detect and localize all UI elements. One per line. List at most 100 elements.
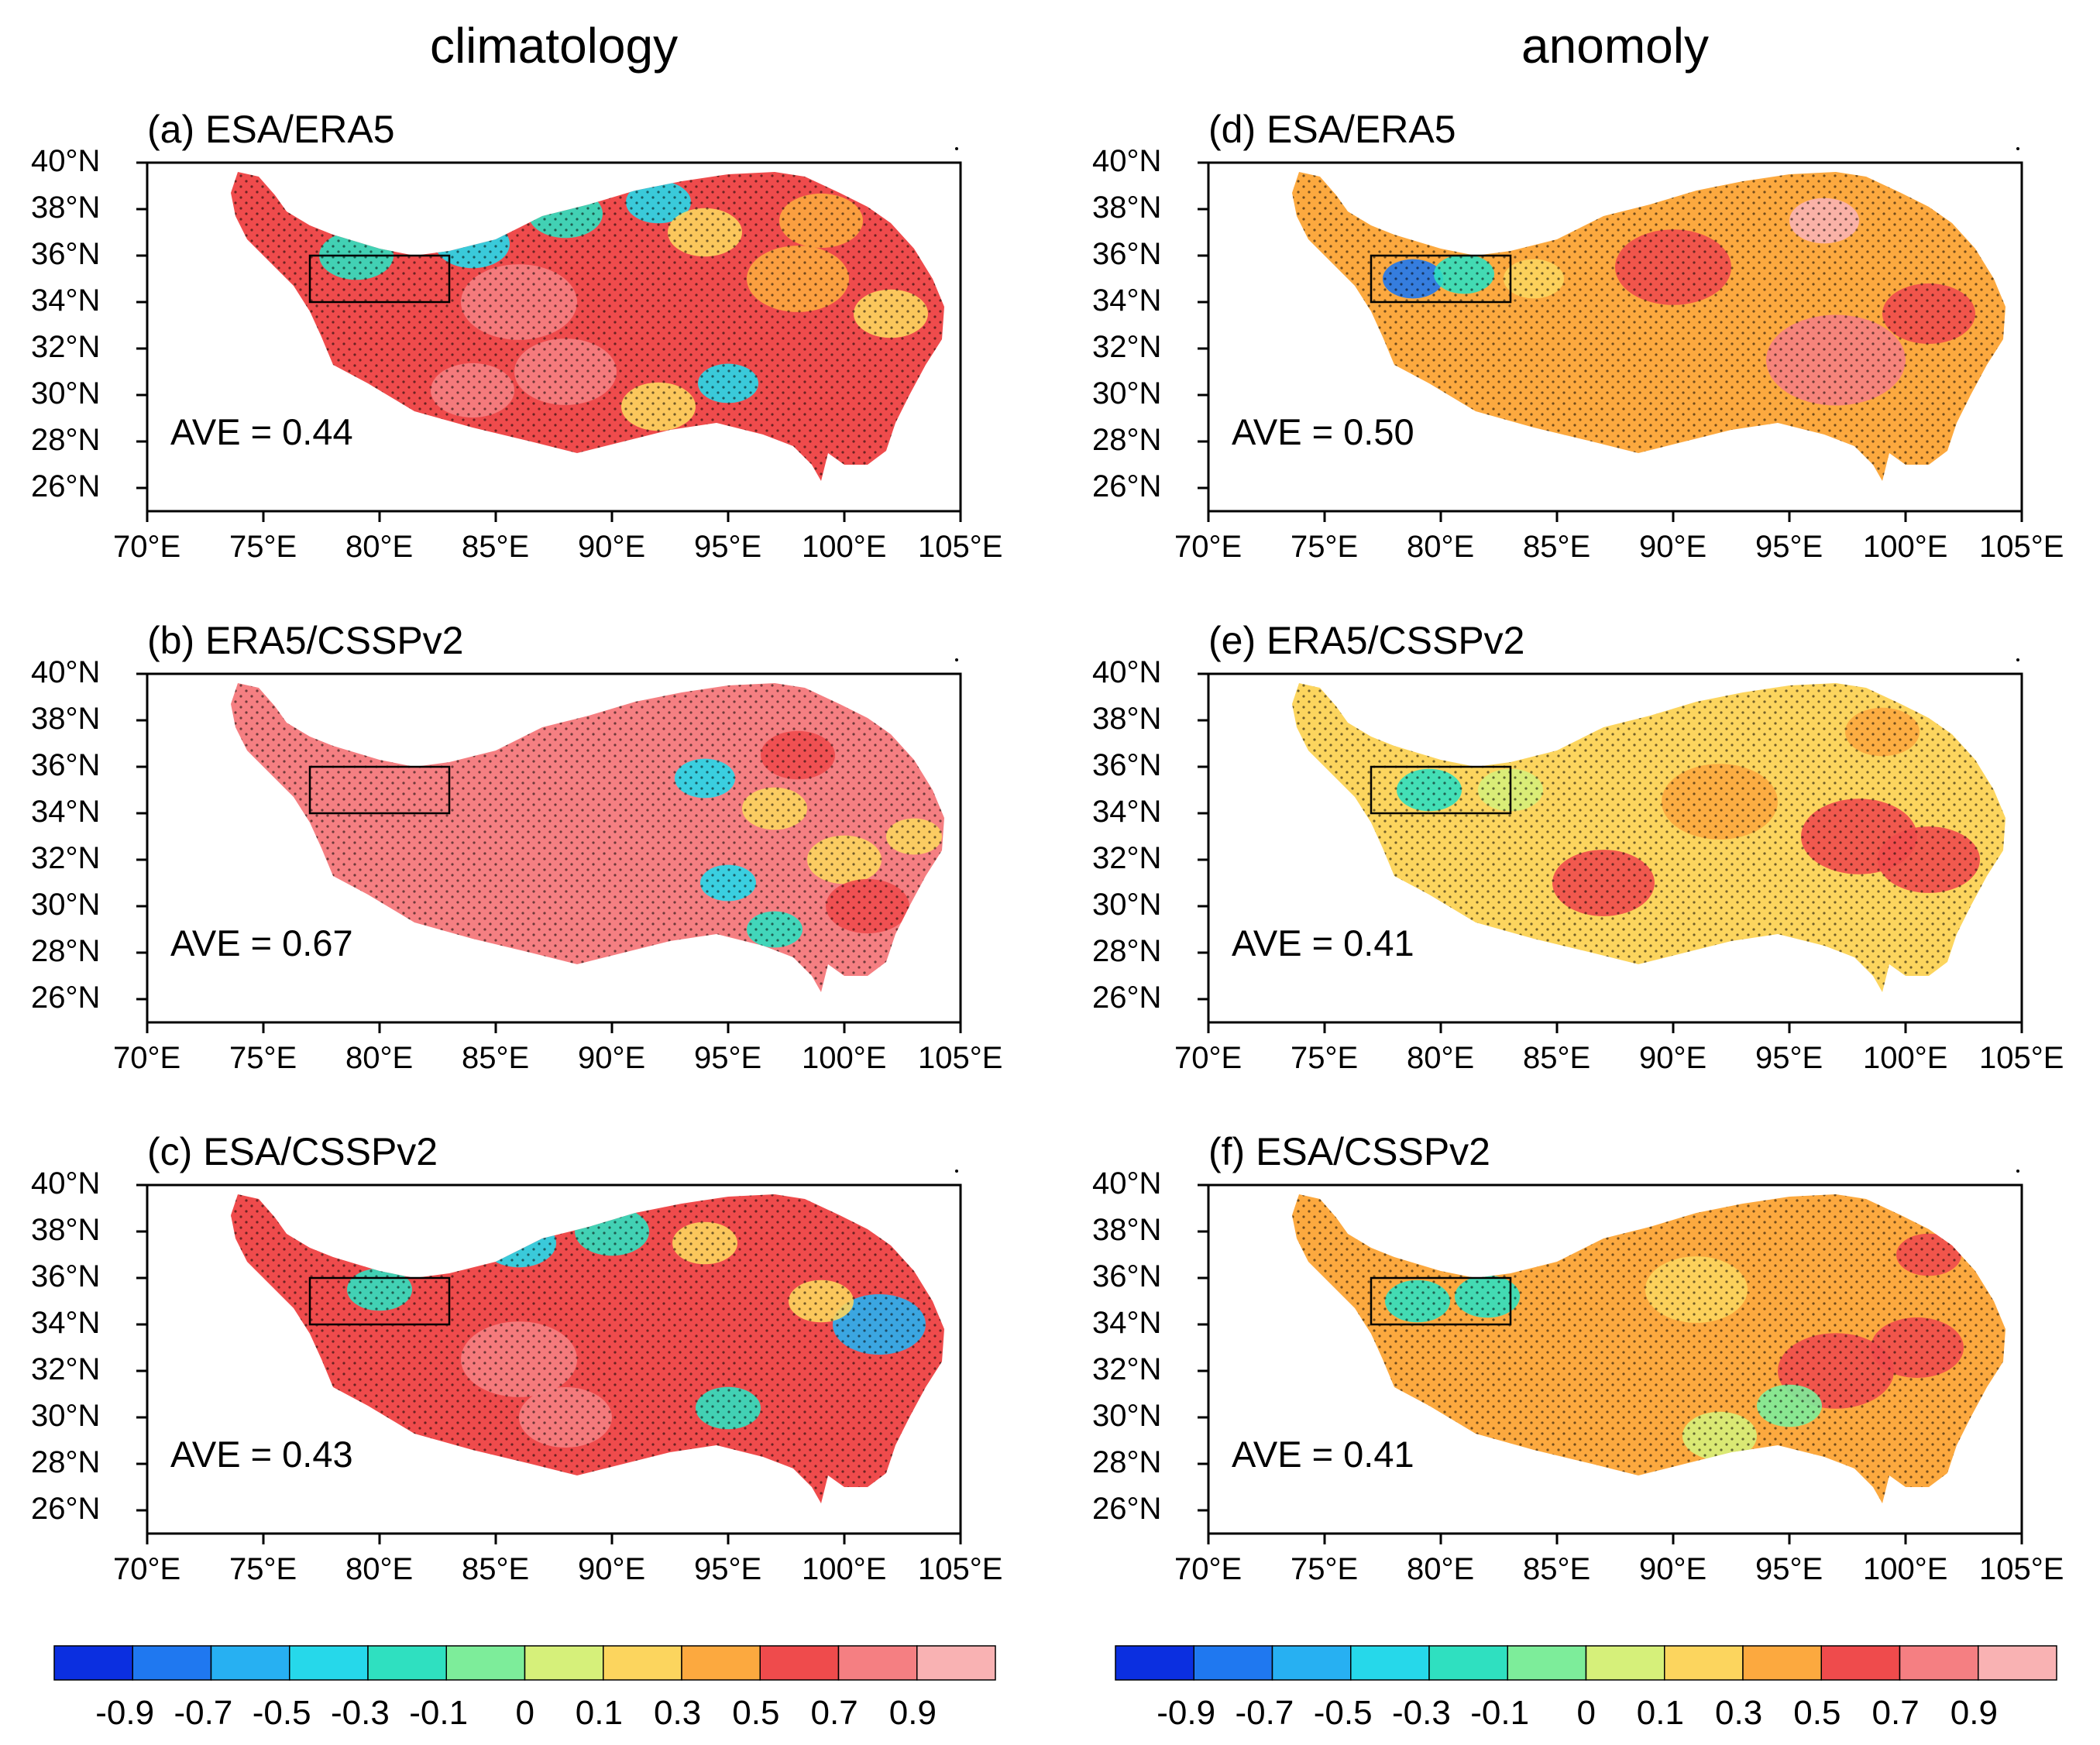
- colorbar-swatch: [1193, 1645, 1273, 1681]
- colorbar-label: -0.9: [95, 1694, 155, 1732]
- colorbar-swatch: [1271, 1645, 1352, 1681]
- lat-tick-label: 40°N: [31, 655, 101, 689]
- lat-tick-label: 40°N: [1092, 655, 1162, 689]
- lon-tick-label: 85°E: [1523, 1041, 1591, 1075]
- lon-tick-label: 85°E: [462, 1552, 530, 1586]
- study-region-box: [308, 765, 451, 815]
- lat-tick-label: 40°N: [1092, 144, 1162, 178]
- lon-tick-label: 105°E: [918, 1041, 1003, 1075]
- panel-b-average: AVE = 0.67: [170, 922, 353, 964]
- lat-tick-label: 34°N: [31, 1306, 101, 1340]
- lon-tick-label: 105°E: [918, 530, 1003, 564]
- colorbar-label: -0.3: [331, 1694, 390, 1732]
- colorbar-swatch: [210, 1645, 290, 1681]
- lon-tick-label: 100°E: [802, 530, 887, 564]
- lon-tick-label: 85°E: [1523, 530, 1591, 564]
- lat-tick-label: 30°N: [1092, 1399, 1162, 1433]
- lon-tick-label: 90°E: [1639, 1041, 1707, 1075]
- colorbar-label: -0.7: [1235, 1694, 1294, 1732]
- colorbar-label: -0.5: [1313, 1694, 1373, 1732]
- lon-tick-label: 100°E: [1863, 530, 1948, 564]
- lat-tick-label: 36°N: [1092, 748, 1162, 782]
- lon-tick-label: 90°E: [1639, 1552, 1707, 1586]
- lat-tick-label: 30°N: [31, 1399, 101, 1433]
- map-panel-a: [136, 147, 962, 522]
- colorbar-label: 0: [515, 1694, 534, 1732]
- lon-tick-label: 85°E: [1523, 1552, 1591, 1586]
- lat-tick-label: 26°N: [1092, 981, 1162, 1015]
- lat-tick-label: 40°N: [31, 144, 101, 178]
- lon-tick-label: 75°E: [1291, 1041, 1359, 1075]
- lon-tick-label: 100°E: [802, 1041, 887, 1075]
- lat-tick-label: 32°N: [1092, 330, 1162, 364]
- lat-tick-label: 32°N: [1092, 841, 1162, 875]
- lat-tick-label: 34°N: [31, 795, 101, 829]
- lon-tick-label: 105°E: [1979, 1041, 2064, 1075]
- lon-tick-label: 80°E: [1407, 530, 1475, 564]
- lat-tick-label: 34°N: [1092, 1306, 1162, 1340]
- significance-stippling: [231, 683, 944, 992]
- colorbar-swatch: [1115, 1645, 1194, 1681]
- map-frame: [1207, 161, 2023, 513]
- map-frame: [146, 161, 962, 513]
- map-frame: [1207, 672, 2023, 1024]
- lon-tick-label: 80°E: [345, 1041, 414, 1075]
- lon-tick-label: 95°E: [694, 1552, 762, 1586]
- lat-tick-label: 32°N: [31, 1352, 101, 1386]
- colorbar-swatch: [132, 1645, 212, 1681]
- colorbar-swatch: [367, 1645, 447, 1681]
- corner-dot: [955, 1170, 958, 1173]
- lon-tick-label: 85°E: [462, 530, 530, 564]
- colorbar-swatch: [1350, 1645, 1430, 1681]
- lat-tick-label: 38°N: [1092, 1213, 1162, 1247]
- lon-tick-label: 100°E: [1863, 1041, 1948, 1075]
- lon-tick-label: 95°E: [694, 530, 762, 564]
- colorbar-label: 0.7: [810, 1694, 858, 1732]
- colorbar-swatch: [1978, 1645, 2057, 1681]
- lon-tick-label: 75°E: [229, 1041, 297, 1075]
- lon-tick-label: 70°E: [113, 1552, 181, 1586]
- colorbar-label: -0.1: [409, 1694, 469, 1732]
- lat-tick-label: 32°N: [1092, 1352, 1162, 1386]
- colorbar-swatch: [759, 1645, 840, 1681]
- lat-tick-label: 28°N: [1092, 934, 1162, 968]
- corner-dot: [2016, 147, 2019, 150]
- lat-tick-label: 28°N: [31, 934, 101, 968]
- lon-tick-label: 70°E: [113, 1041, 181, 1075]
- lon-tick-label: 80°E: [345, 530, 414, 564]
- lat-tick-label: 38°N: [31, 702, 101, 736]
- lat-tick-label: 34°N: [1092, 795, 1162, 829]
- lat-tick-label: 26°N: [31, 469, 101, 503]
- lat-tick-label: 38°N: [1092, 702, 1162, 736]
- lon-tick-label: 70°E: [1174, 1552, 1242, 1586]
- lon-tick-label: 80°E: [1407, 1041, 1475, 1075]
- colorbar-label: 0.5: [1793, 1694, 1841, 1732]
- study-region-box: [1370, 1276, 1512, 1326]
- lon-tick-label: 70°E: [1174, 530, 1242, 564]
- lon-tick-label: 90°E: [1639, 530, 1707, 564]
- colorbar-label: 0.5: [732, 1694, 780, 1732]
- lat-tick-label: 38°N: [31, 191, 101, 225]
- lat-tick-label: 26°N: [31, 1492, 101, 1526]
- colorbar-label: -0.9: [1157, 1694, 1216, 1732]
- lat-tick-label: 28°N: [31, 423, 101, 457]
- lat-tick-label: 28°N: [1092, 1445, 1162, 1479]
- panel-c-label: (c) ESA/CSSPv2: [147, 1130, 438, 1173]
- study-region-box: [1370, 254, 1512, 304]
- lon-tick-label: 75°E: [229, 1552, 297, 1586]
- lon-tick-label: 105°E: [918, 1552, 1003, 1586]
- significance-stippling: [1292, 683, 2005, 992]
- anomaly-column-title: anomoly: [1521, 18, 1709, 74]
- colorbar-anomaly: [1115, 1645, 2057, 1681]
- significance-stippling: [231, 1194, 944, 1503]
- lat-tick-label: 34°N: [31, 283, 101, 318]
- lat-tick-label: 40°N: [1092, 1166, 1162, 1201]
- significance-stippling: [1292, 172, 2005, 481]
- colorbar-swatch: [445, 1645, 526, 1681]
- colorbar-swatch: [681, 1645, 761, 1681]
- colorbar-label: -0.1: [1470, 1694, 1530, 1732]
- lon-tick-label: 95°E: [1755, 1552, 1823, 1586]
- lat-tick-label: 28°N: [31, 1445, 101, 1479]
- lat-tick-label: 40°N: [31, 1166, 101, 1201]
- colorbar-swatch: [603, 1645, 682, 1681]
